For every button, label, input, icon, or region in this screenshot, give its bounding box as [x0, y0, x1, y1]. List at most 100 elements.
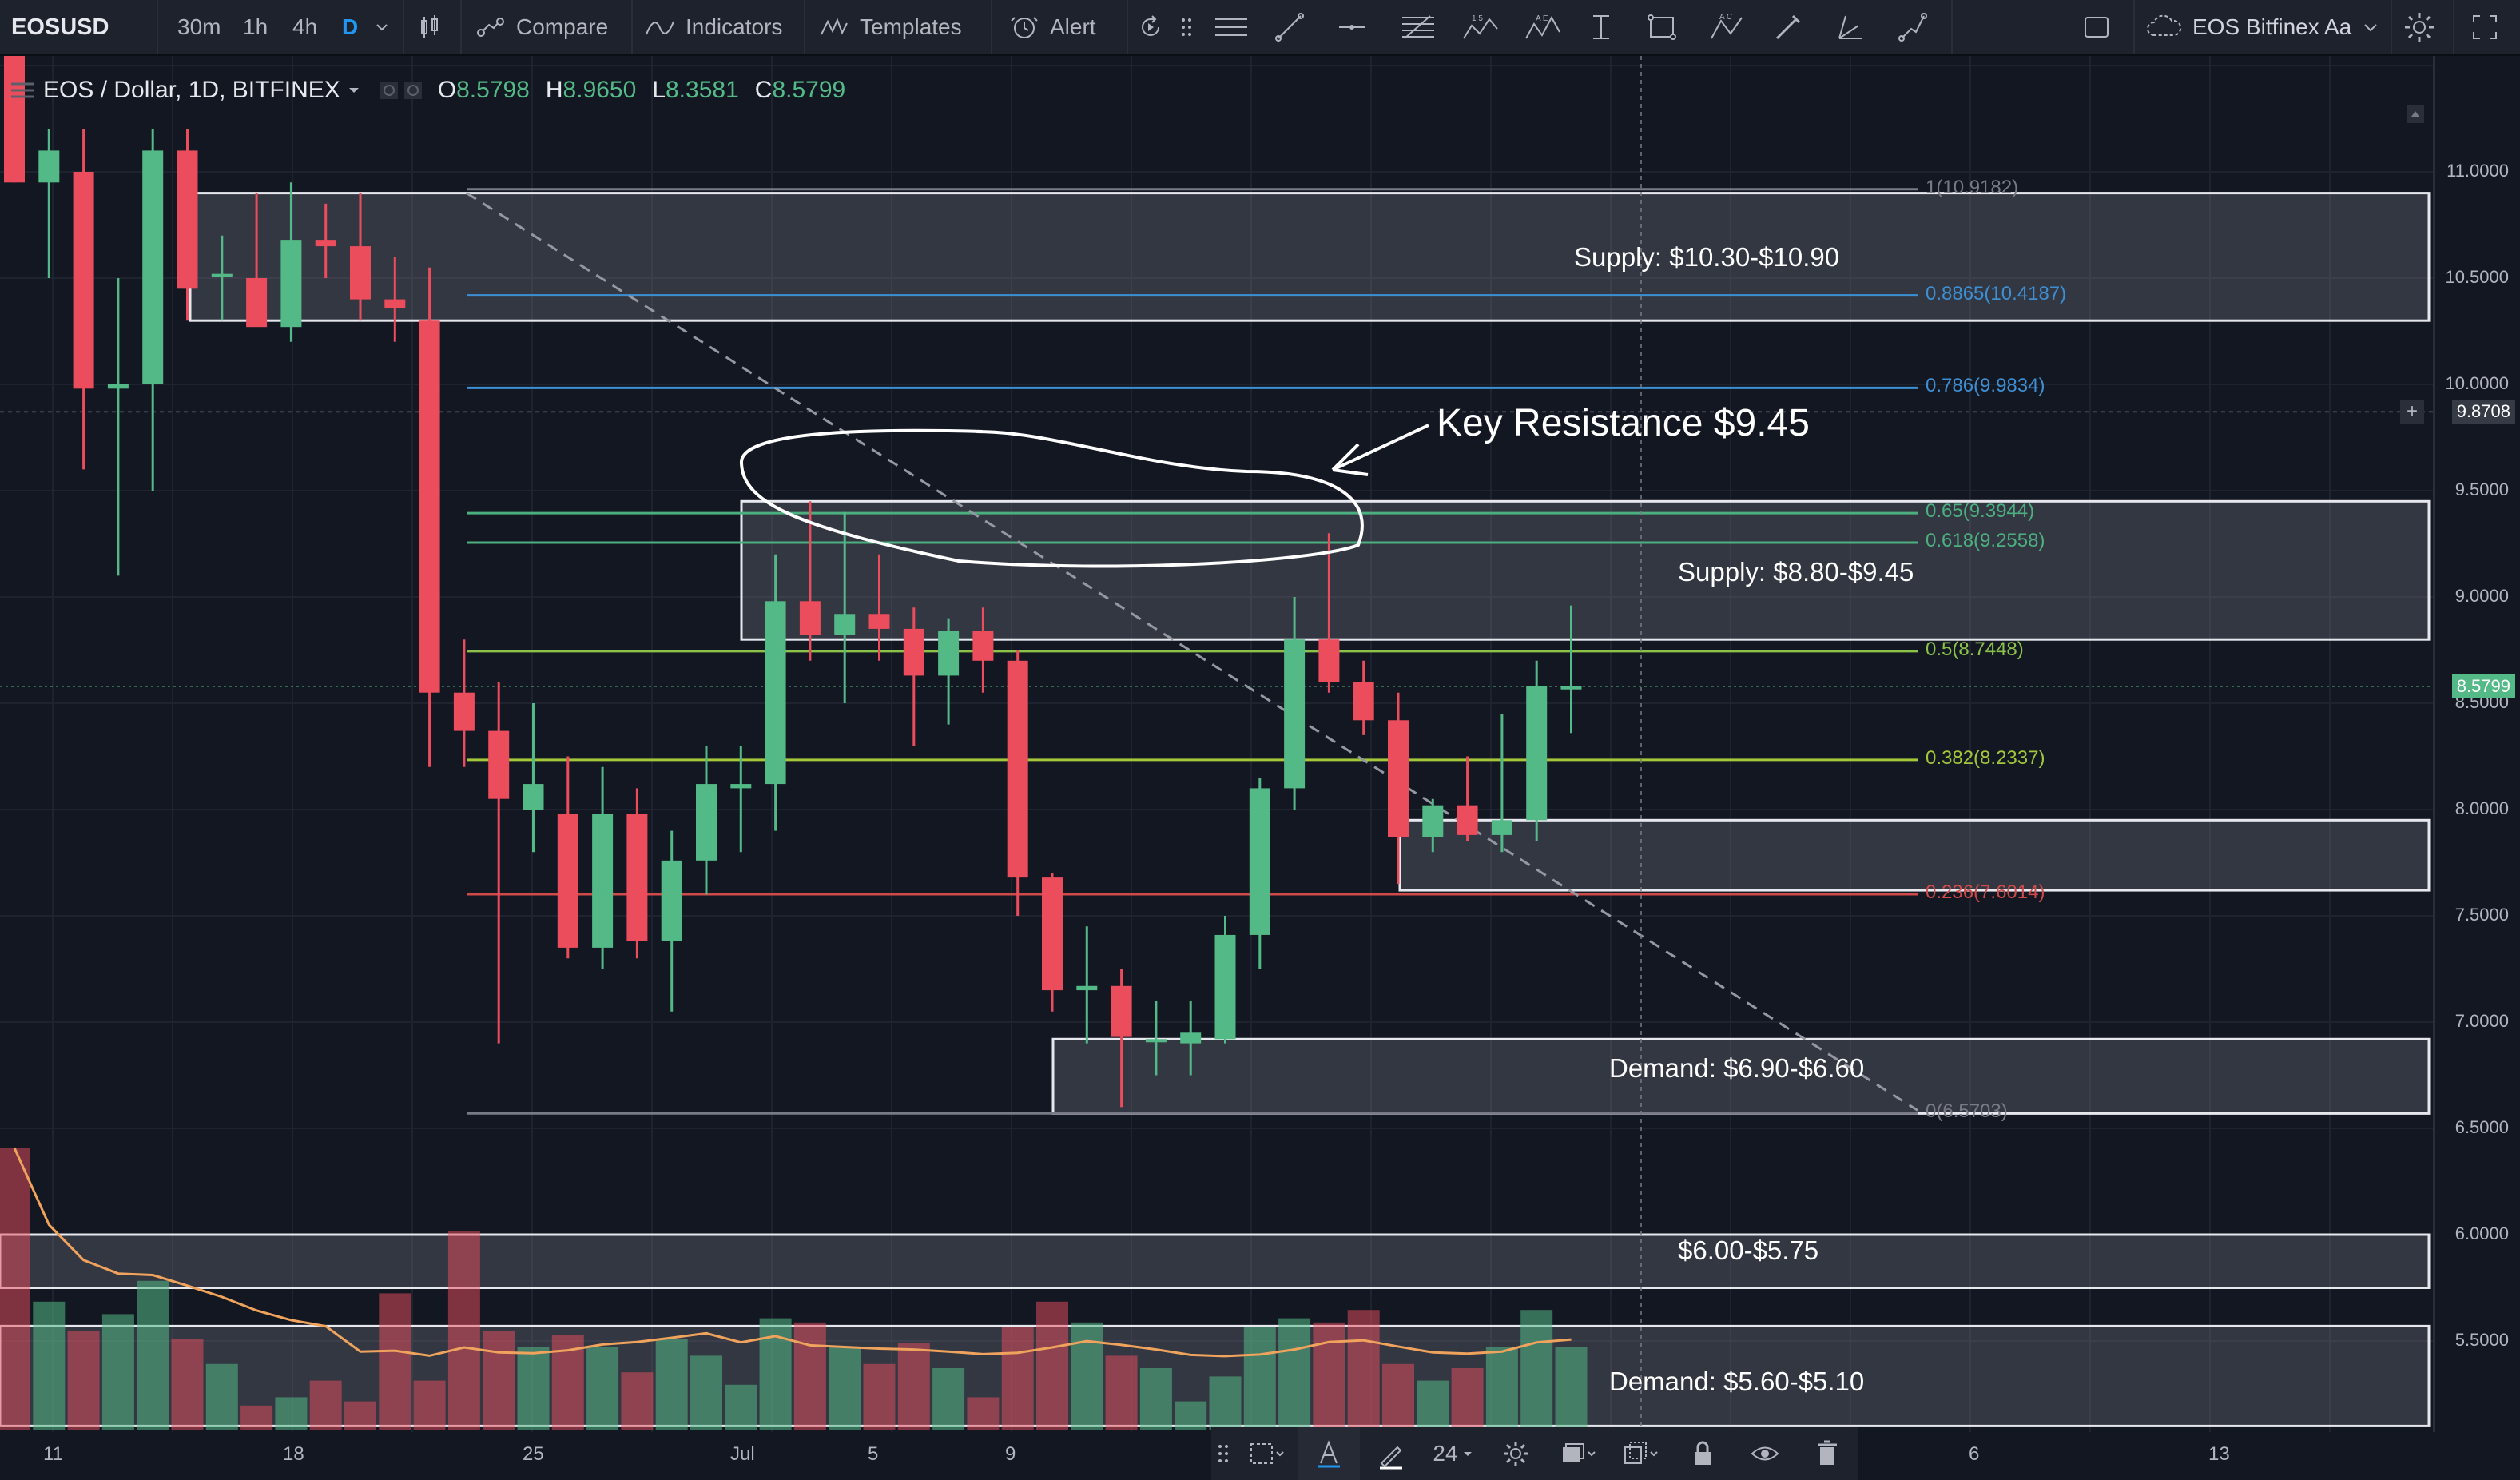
alert-label: Alert — [1050, 14, 1096, 39]
font-size-select[interactable]: 24 — [1422, 1427, 1485, 1480]
volume-bar — [1105, 1355, 1138, 1430]
volume-bar — [932, 1368, 965, 1430]
angle-tool-icon[interactable] — [1834, 0, 1866, 54]
candle-body — [626, 814, 648, 941]
volume-bar — [897, 1343, 930, 1430]
volume-moving-average-line — [13, 1147, 1572, 1358]
pitchfork-tool-icon[interactable] — [1398, 0, 1438, 54]
crosshair-price-tag: 9.8708 — [2451, 400, 2515, 424]
candle-body — [868, 614, 890, 629]
drag-handle-icon[interactable] — [1211, 1427, 1235, 1480]
trend-line-tool-icon[interactable] — [1274, 0, 1306, 54]
text-tool-icon[interactable] — [1298, 1427, 1360, 1480]
volume-bar — [447, 1231, 480, 1430]
interval-d[interactable]: D — [342, 14, 359, 39]
volume-bar — [344, 1401, 376, 1430]
candles-icon[interactable] — [415, 0, 444, 54]
fib-level-label: 0.786(9.9834) — [1926, 375, 2045, 397]
legend-menu-icon[interactable] — [8, 78, 37, 102]
volume-bar — [1175, 1401, 1207, 1430]
settings-gear-icon[interactable] — [1485, 1427, 1547, 1480]
fib-level-label: 0.5(8.7448) — [1926, 638, 2024, 660]
horizontal-ray-tool-icon[interactable] — [1336, 0, 1368, 54]
legend-close-label: C — [754, 77, 773, 103]
volume-bar — [1520, 1310, 1553, 1430]
legend-low-value: 8.3581 — [666, 77, 739, 103]
candle-body — [4, 56, 25, 183]
indicators-button[interactable]: Indicators — [644, 0, 782, 54]
font-size-chevron-icon — [1463, 1452, 1472, 1456]
candle-body — [1249, 788, 1270, 935]
fib-pattern-tool-icon[interactable]: 1 5 — [1461, 0, 1500, 54]
price-chart[interactable] — [0, 56, 2433, 1432]
volume-bar — [101, 1314, 134, 1430]
legend-chevron-down-icon[interactable] — [345, 82, 363, 99]
floating-drawing-toolbar: 24 — [1211, 1427, 1858, 1480]
template-layers-icon[interactable] — [1547, 1427, 1609, 1480]
settings-gear-icon[interactable] — [2402, 0, 2437, 54]
rectangle-tool-icon[interactable] — [1646, 0, 1678, 54]
interval-30m[interactable]: 30m — [177, 14, 221, 39]
fullscreen-icon[interactable] — [2082, 0, 2111, 54]
volume-bar — [793, 1322, 826, 1430]
interval-1h[interactable]: 1h — [243, 14, 268, 39]
legend-title[interactable]: EOS / Dollar, 1D, BITFINEX — [43, 77, 340, 103]
visibility-eye-icon[interactable] — [1734, 1427, 1796, 1480]
replay-icon[interactable] — [1135, 0, 1167, 54]
volume-bar — [1278, 1318, 1311, 1430]
candle-body — [1491, 820, 1512, 835]
key-resistance-label[interactable]: Key Resistance $9.45 — [1437, 402, 1810, 444]
price-scale-label: 7.0000 — [2454, 1011, 2509, 1031]
cloud-layout-button[interactable]: EOS Bitfinex Aa — [2144, 0, 2380, 54]
volume-bar — [1485, 1347, 1518, 1430]
demand-mid-label[interactable]: Demand: $6.90-$6.60 — [1609, 1053, 1865, 1083]
supply-mid-label[interactable]: Supply: $8.80-$9.45 — [1678, 557, 1914, 587]
layout-name: EOS Bitfinex Aa — [2192, 14, 2352, 39]
volume-bar — [655, 1339, 688, 1430]
demand-low-label[interactable]: Demand: $5.60-$5.10 — [1609, 1367, 1865, 1396]
symbol-input[interactable]: EOSUSD — [11, 14, 109, 40]
brush-tool-icon[interactable] — [1772, 0, 1804, 54]
pencil-icon[interactable] — [1360, 1427, 1422, 1480]
interval-4h[interactable]: 4h — [292, 14, 318, 39]
horizontal-lines-tool-icon[interactable] — [1211, 0, 1251, 54]
time-scale-label: 6 — [1969, 1443, 1980, 1465]
scale-settings-icon[interactable] — [2405, 104, 2426, 125]
price-scale[interactable]: 11.0000 10.5000 10.0000 9.5000 9.0000 8.5000 8… — [2433, 56, 2520, 1432]
font-size-value: 24 — [1433, 1441, 1458, 1466]
candle-body — [1560, 686, 1582, 690]
select-tool-icon[interactable] — [1235, 1427, 1298, 1480]
zone-rectangle — [1398, 818, 2431, 892]
pattern-tool-icon[interactable]: A E — [1523, 0, 1563, 54]
volume-bar — [1036, 1301, 1068, 1430]
candle-body — [1214, 934, 1236, 1040]
zone-low-label[interactable]: $6.00-$5.75 — [1678, 1235, 1819, 1265]
legend-settings-icon[interactable] — [379, 78, 427, 102]
volume-bar — [621, 1372, 654, 1430]
supply-high-label[interactable]: Supply: $10.30-$10.90 — [1574, 242, 1840, 272]
alert-button[interactable]: Alert — [1008, 0, 1096, 54]
candle-body — [972, 631, 994, 661]
volume-bar — [137, 1280, 169, 1430]
volume-bar — [1001, 1327, 1034, 1430]
candle-body — [280, 240, 302, 328]
candle-body — [1007, 660, 1028, 878]
fullscreen-expand-icon[interactable] — [2469, 0, 2501, 54]
last-price-tag: 8.5799 — [2451, 674, 2515, 698]
interval-dropdown-chevron-icon[interactable] — [374, 0, 390, 54]
toolbar-divider — [403, 0, 404, 54]
hand-drawn-ellipse — [739, 428, 1364, 568]
measure-tool-icon[interactable] — [1585, 0, 1617, 54]
clone-icon[interactable] — [1609, 1427, 1671, 1480]
templates-button[interactable]: Templates — [818, 0, 962, 54]
delete-trash-icon[interactable] — [1796, 1427, 1858, 1480]
lock-icon[interactable] — [1671, 1427, 1734, 1480]
drag-handle-icon[interactable] — [1181, 0, 1192, 54]
candle-body — [938, 631, 960, 676]
abcd-pattern-tool-icon[interactable]: A C — [1708, 0, 1748, 54]
compare-button[interactable]: Compare — [475, 0, 608, 54]
toolbar-divider — [460, 0, 462, 54]
path-tool-icon[interactable] — [1897, 0, 1929, 54]
crosshair-plus-icon[interactable]: + — [2400, 400, 2424, 424]
candle-body — [1422, 805, 1444, 837]
